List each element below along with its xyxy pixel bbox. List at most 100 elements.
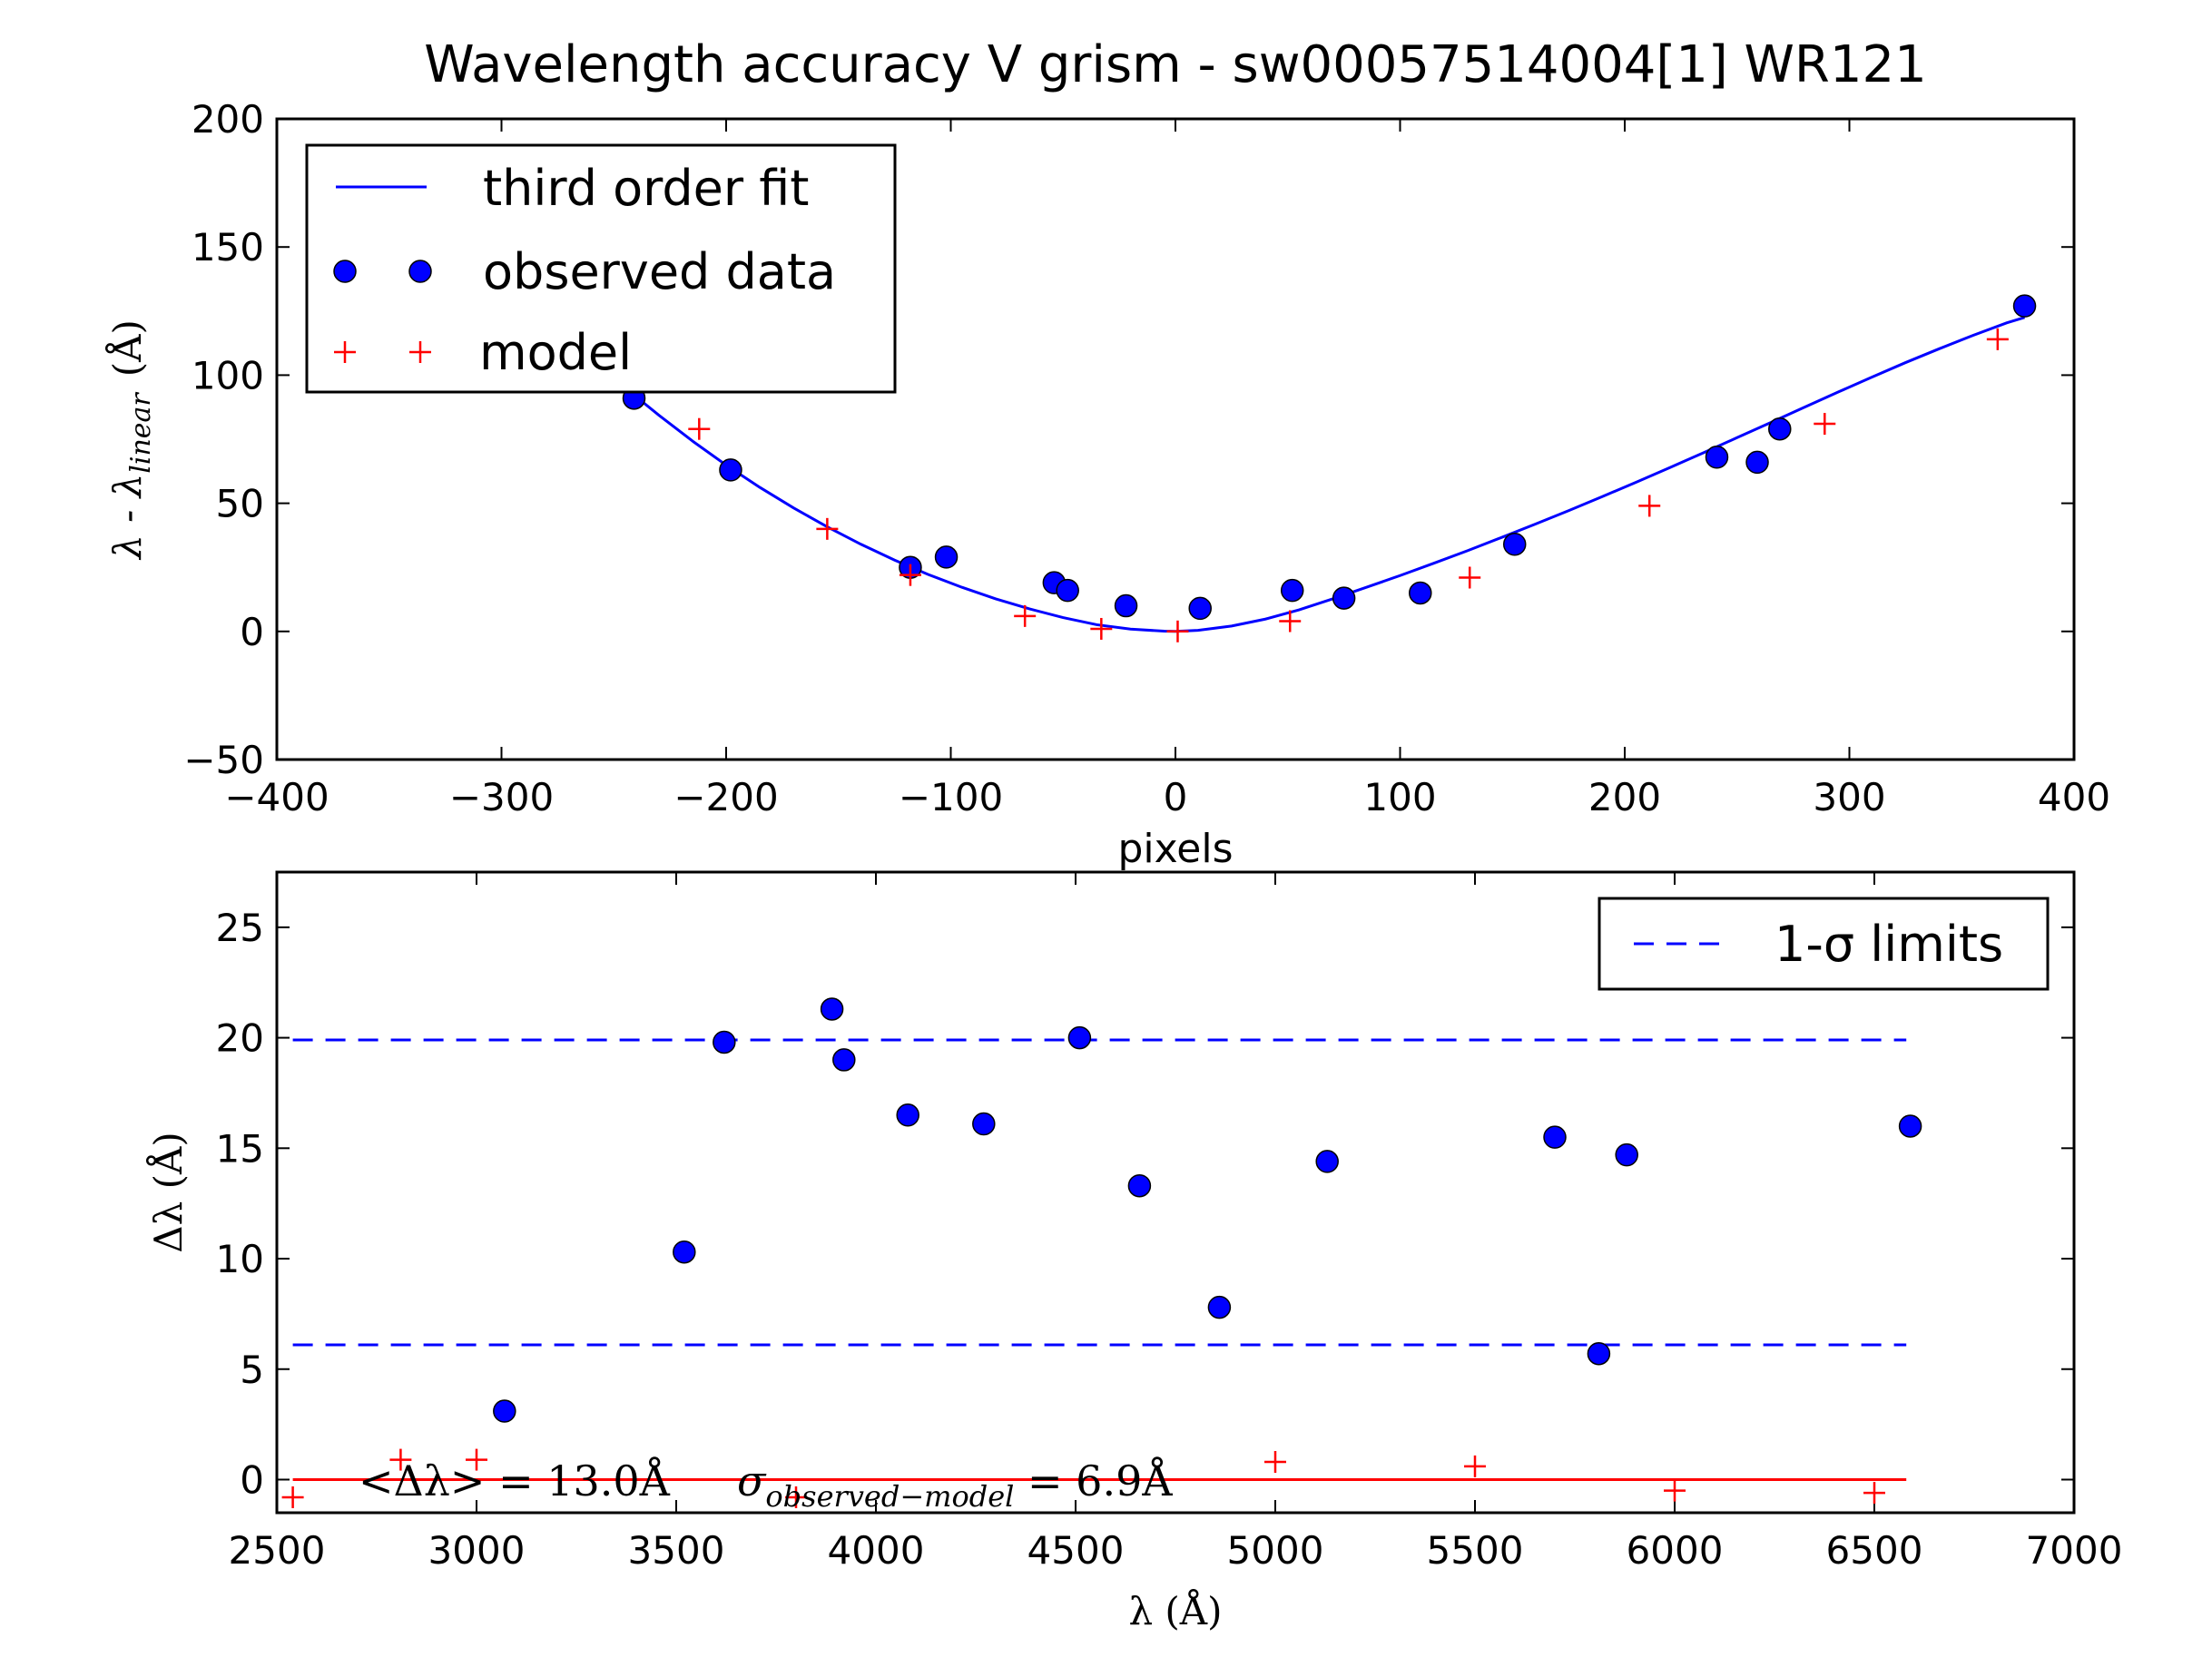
sigma-value: = 6.9Å: [1014, 1456, 1173, 1505]
top-y-tick-label: −50: [183, 738, 264, 782]
top-x-tick-label: 100: [1363, 775, 1436, 819]
top-panel: −400 −300 −200 −100 0 100 200 300 400 −50 0 50 100 1…: [104, 97, 2110, 872]
bottom-y-tick-label: 5: [240, 1348, 264, 1392]
bottom-model-point: [785, 1486, 807, 1508]
bottom-y-tick-label: 10: [216, 1237, 264, 1281]
top-observed-point: [1705, 446, 1729, 469]
top-x-tick-label: −100: [899, 775, 1003, 819]
bottom-model-point: [466, 1448, 487, 1471]
bottom-observed-point: [832, 1048, 856, 1072]
legend-label-sigma-limits: 1-σ limits: [1775, 916, 2003, 973]
legend-marker-observed-1: [333, 260, 357, 283]
bottom-observed-point: [713, 1030, 736, 1054]
bottom-x-tick-label: 6500: [1826, 1528, 1923, 1573]
bottom-x-tick-label: 5500: [1427, 1528, 1524, 1573]
top-model-point: [1459, 566, 1481, 589]
top-y-tick-label: 50: [216, 482, 264, 526]
top-observed-point: [1114, 593, 1138, 618]
bottom-observed-point: [1127, 1173, 1152, 1198]
bottom-model-point: [389, 1448, 412, 1471]
top-y-axis-label: λ - λ: [105, 474, 150, 561]
bottom-observed-point: [896, 1103, 919, 1127]
bottom-legend-box: [1598, 897, 2050, 991]
top-observed-point: [1502, 533, 1527, 556]
top-x-ticks: −400 −300 −200 −100 0 100 200 300 400: [224, 119, 2110, 819]
sigma-annotation: σobserved−model = 6.9Å: [737, 1456, 1173, 1514]
mean-annotation: <Δλ> = 13.0Å: [359, 1456, 671, 1505]
top-model-point: [1986, 328, 2009, 350]
top-model-point: [1814, 413, 1836, 436]
top-y-ticks: −50 0 50 100 150 200: [183, 97, 2074, 782]
legend-marker-model-1: [334, 341, 356, 363]
top-model-point: [1166, 620, 1189, 642]
bottom-y-tick-label: 25: [216, 906, 264, 950]
bottom-x-tick-label: 2500: [229, 1528, 326, 1573]
top-x-tick-label: 200: [1588, 775, 1661, 819]
bottom-x-tick-label: 4000: [828, 1528, 925, 1573]
bottom-x-tick-label: 5000: [1227, 1528, 1324, 1573]
legend-marker-observed-2: [408, 260, 432, 283]
bottom-x-tick-label: 6000: [1627, 1528, 1724, 1573]
sigma-subscript: observed−model: [765, 1479, 1014, 1514]
bottom-x-ticks: 2500 3000 3500 4000 4500 5000 5500 6000 6500 7000: [229, 872, 2123, 1573]
legend-marker-model-2: [409, 341, 431, 363]
chart-title: Wavelength accuracy V grism - sw00057514…: [424, 35, 1926, 94]
bottom-plot-frame: [275, 870, 2076, 1515]
top-observed-point: [2012, 294, 2037, 318]
top-y-axis-label-sub: linear: [125, 392, 157, 474]
top-observed-point: [1409, 581, 1432, 605]
bottom-y-ticks: 0 5 10 15 20 25: [216, 906, 2074, 1502]
bottom-x-tick-label: 7000: [2026, 1528, 2123, 1573]
top-x-axis-label: pixels: [1117, 826, 1233, 872]
legend-label-fit: third order fit: [483, 160, 809, 217]
top-model-point: [816, 517, 839, 540]
bottom-observed-point: [972, 1112, 996, 1136]
bottom-model-point: [1863, 1482, 1885, 1505]
legend-label-observed: observed data: [483, 243, 836, 300]
top-model-point: [688, 417, 711, 440]
top-observed-point: [1745, 450, 1769, 475]
bottom-x-tick-label: 4500: [1027, 1528, 1125, 1573]
bottom-model-point: [1464, 1455, 1486, 1477]
bottom-x-tick-label: 3500: [628, 1528, 725, 1573]
bottom-observed-point: [1543, 1125, 1567, 1149]
bottom-plot-area: [281, 997, 1922, 1508]
top-y-tick-label: 100: [192, 353, 264, 397]
top-y-axis-label-group: λ - λlinear (Å): [104, 319, 157, 561]
top-x-tick-label: −300: [449, 775, 554, 819]
legend-label-model: model: [479, 324, 632, 381]
top-observed-point: [719, 458, 742, 482]
top-observed-point: [1768, 417, 1792, 441]
top-x-tick-label: −400: [224, 775, 329, 819]
bottom-y-tick-label: 15: [216, 1126, 264, 1171]
top-y-tick-label: 0: [240, 610, 264, 654]
bottom-y-tick-label: 20: [216, 1016, 264, 1061]
top-observed-point: [1332, 586, 1356, 610]
bottom-model-point: [1264, 1451, 1286, 1474]
top-observed-point: [1056, 578, 1079, 603]
bottom-model-point: [281, 1486, 304, 1508]
top-model-point: [899, 564, 921, 586]
bottom-y-tick-label: 0: [240, 1457, 264, 1502]
bottom-observed-point: [1615, 1142, 1638, 1167]
top-y-axis-label-text: λ - λlinear (Å): [104, 319, 157, 561]
bottom-observed-point: [820, 997, 844, 1021]
top-x-tick-label: 300: [1813, 775, 1885, 819]
top-observed-point: [1280, 578, 1304, 603]
bottom-observed-point: [1587, 1341, 1611, 1366]
bottom-model-point: [1664, 1479, 1686, 1502]
bottom-observed-point: [1067, 1025, 1092, 1050]
top-series: [622, 294, 2037, 642]
bottom-x-axis-label: λ (Å): [1128, 1588, 1222, 1633]
top-plot-area: [622, 294, 2037, 642]
bottom-x-tick-label: 3000: [428, 1528, 526, 1573]
top-legend: third order fit observed data model: [305, 143, 897, 394]
top-x-tick-label: 400: [2038, 775, 2110, 819]
top-model-point: [1014, 604, 1037, 627]
bottom-series: [281, 997, 1922, 1508]
top-x-tick-label: 0: [1164, 775, 1188, 819]
sigma-symbol: σ: [737, 1456, 767, 1505]
bottom-panel: 2500 3000 3500 4000 4500 5000 5500 6000 6500 7000…: [145, 870, 2123, 1633]
top-model-point: [1090, 617, 1113, 640]
